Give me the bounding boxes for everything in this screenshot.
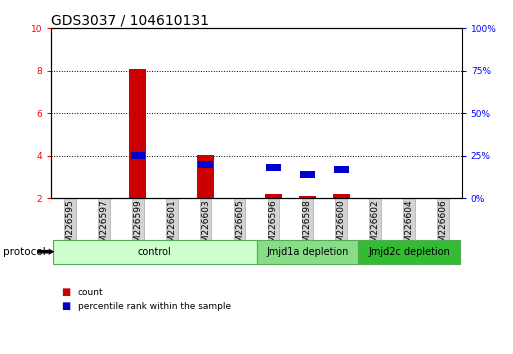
Bar — [299, 196, 316, 198]
Text: GDS3037 / 104610131: GDS3037 / 104610131 — [51, 13, 209, 27]
Text: count: count — [78, 287, 104, 297]
Bar — [199, 161, 213, 168]
Bar — [266, 164, 281, 171]
Bar — [131, 152, 145, 159]
Bar — [197, 155, 214, 198]
Bar — [265, 194, 282, 198]
Text: Jmjd2c depletion: Jmjd2c depletion — [368, 247, 450, 257]
Text: Jmjd1a depletion: Jmjd1a depletion — [266, 247, 348, 257]
Bar — [300, 171, 314, 178]
Text: ■: ■ — [62, 301, 71, 311]
Text: protocol: protocol — [3, 247, 45, 257]
Text: ■: ■ — [62, 287, 71, 297]
Bar — [333, 194, 350, 198]
Bar — [334, 166, 348, 173]
Text: percentile rank within the sample: percentile rank within the sample — [78, 302, 231, 311]
Text: control: control — [138, 247, 172, 257]
Bar — [129, 69, 146, 198]
